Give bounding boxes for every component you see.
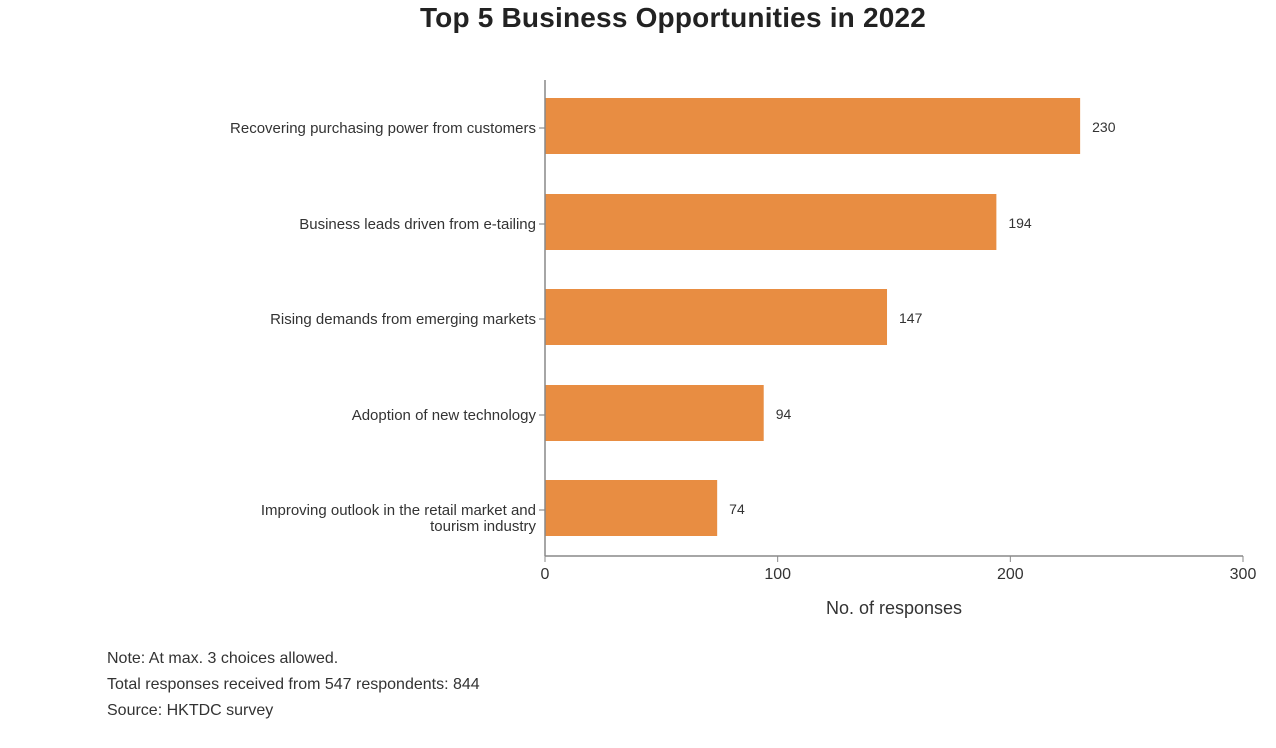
bar-value-label: 94 bbox=[776, 406, 792, 422]
x-tick-label: 0 bbox=[541, 566, 550, 583]
x-tick-label: 200 bbox=[997, 566, 1024, 583]
bar bbox=[545, 194, 997, 250]
category-labels: Recovering purchasing power from custome… bbox=[230, 120, 536, 535]
note-total-responses: Total responses received from 547 respon… bbox=[107, 676, 480, 693]
x-tick-label: 100 bbox=[764, 566, 791, 583]
category-label: Adoption of new technology bbox=[352, 407, 537, 424]
bar bbox=[545, 289, 888, 345]
note-source: Source: HKTDC survey bbox=[107, 702, 274, 719]
category-label: Rising demands from emerging markets bbox=[270, 311, 536, 328]
bar-chart: 230 194 147 94 74 Recovering purchasing powe… bbox=[230, 80, 1256, 618]
x-axis-title: No. of responses bbox=[826, 598, 962, 618]
bars-group: 230 194 147 94 74 bbox=[545, 98, 1116, 536]
note-max-choices: Note: At max. 3 choices allowed. bbox=[107, 650, 339, 667]
category-label: Business leads driven from e-tailing bbox=[299, 216, 536, 233]
bar bbox=[545, 480, 718, 536]
bar bbox=[545, 385, 764, 441]
bar-value-label: 194 bbox=[1008, 215, 1032, 231]
axes: 0 100 200 300 No. of responses bbox=[539, 80, 1256, 618]
chart-title: Top 5 Business Opportunities in 2022 bbox=[419, 2, 927, 33]
category-label: tourism industry bbox=[430, 518, 536, 535]
bar-value-label: 147 bbox=[899, 310, 923, 326]
category-label: Improving outlook in the retail market a… bbox=[261, 502, 536, 519]
bar bbox=[545, 98, 1081, 154]
chart-notes: Note: At max. 3 choices allowed. Total r… bbox=[107, 646, 480, 724]
category-label: Recovering purchasing power from custome… bbox=[230, 120, 536, 137]
bar-value-label: 230 bbox=[1092, 119, 1116, 135]
bar-value-label: 74 bbox=[729, 501, 745, 517]
x-tick-label: 300 bbox=[1230, 566, 1257, 583]
